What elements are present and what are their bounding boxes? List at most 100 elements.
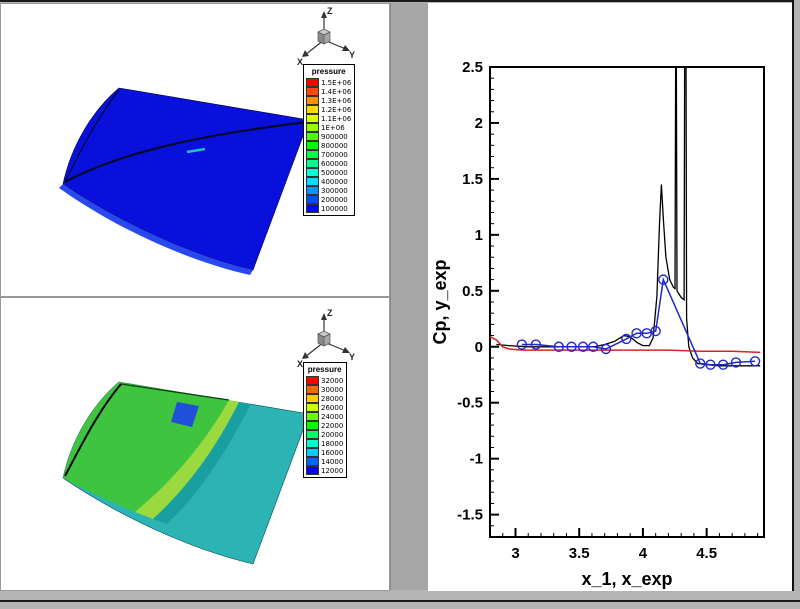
legend-swatch bbox=[306, 87, 319, 96]
legend-value: 1.1E+06 bbox=[321, 114, 352, 123]
legend-value: 1.3E+06 bbox=[321, 96, 352, 105]
axis-triad: Z Y X bbox=[297, 6, 355, 67]
y-tick-label: 2.5 bbox=[462, 59, 483, 76]
series-cp-reference bbox=[490, 336, 761, 354]
blue-patch bbox=[171, 402, 199, 427]
legend-swatch bbox=[306, 96, 319, 105]
legend-swatch bbox=[306, 105, 319, 114]
legend-value: 600000 bbox=[321, 159, 348, 168]
x-axis-title: x_1, x_exp bbox=[581, 569, 672, 589]
window-right-frame bbox=[792, 0, 800, 609]
light-green-stripe bbox=[135, 400, 239, 519]
experiment-marker bbox=[705, 359, 716, 370]
y-tick-label: 1.5 bbox=[462, 171, 483, 188]
legend-swatch bbox=[306, 132, 319, 141]
x-tick-label: 3.5 bbox=[569, 545, 590, 562]
legend-entry: 300000 bbox=[306, 186, 351, 195]
experiment-marker bbox=[530, 339, 542, 350]
legend-value: 30000 bbox=[321, 385, 344, 394]
x-axis-arrow-icon bbox=[302, 352, 309, 359]
contour-speck bbox=[186, 147, 206, 154]
x-axis-arrow-icon bbox=[302, 50, 309, 57]
axis-triad: Z Y X bbox=[297, 308, 355, 369]
legend-entry: 100000 bbox=[306, 204, 351, 213]
experiment-marker bbox=[588, 341, 599, 352]
y-axis-arrow-icon bbox=[342, 45, 350, 51]
y-tick-label: 0 bbox=[475, 339, 483, 356]
experiment-marker bbox=[695, 358, 706, 369]
y-tick-label: 2 bbox=[475, 115, 483, 132]
legend-entry: 900000 bbox=[306, 132, 351, 141]
x-tick-label: 4.5 bbox=[696, 545, 717, 562]
contour-panel-bottom: Z Y X pressure 32000 30000 28000 26000 24000 2… bbox=[0, 297, 390, 591]
legend-entry: 12000 bbox=[306, 466, 343, 475]
experiment-marker bbox=[566, 341, 577, 352]
plate-front-edge bbox=[59, 184, 253, 275]
window-top-border bbox=[0, 0, 800, 2]
pressure-legend: pressure 1.5E+06 1.4E+06 1.3E+06 1.2E+06 1.1E… bbox=[303, 64, 356, 216]
legend-value: 1.4E+06 bbox=[321, 87, 352, 96]
experiment-marker bbox=[718, 359, 729, 370]
experiment-marker bbox=[730, 357, 742, 368]
experiment-marker bbox=[516, 339, 528, 350]
legend-entry: 32000 bbox=[306, 376, 343, 385]
legend-swatch bbox=[306, 385, 319, 394]
legend-swatch bbox=[306, 195, 319, 204]
legend-swatch bbox=[306, 421, 319, 430]
legend-value: 18000 bbox=[321, 439, 344, 448]
y-tick-label: 1 bbox=[475, 227, 483, 244]
z-axis-label: Z bbox=[327, 6, 333, 16]
legend-value: 1E+06 bbox=[321, 123, 345, 132]
y-axis-arrow-icon bbox=[342, 347, 350, 353]
pressure-legend: pressure 32000 30000 28000 26000 24000 22000 20… bbox=[303, 362, 348, 478]
legend-title: pressure bbox=[311, 67, 346, 76]
x-axis-label: X bbox=[297, 57, 303, 67]
legend-swatch bbox=[306, 78, 319, 87]
legend-entry: 30000 bbox=[306, 385, 343, 394]
y-tick-label: -1.5 bbox=[457, 507, 483, 524]
x-tick-label: 3 bbox=[511, 545, 519, 562]
leading-edge-line bbox=[64, 383, 122, 477]
legend-title: pressure bbox=[307, 365, 342, 374]
y-tick-label: -1 bbox=[470, 451, 483, 468]
dark-teal-stripe bbox=[153, 402, 251, 524]
cp-plot-panel: 3 3.5 4 4.5 -1.5 -1 -0.5 0 0.5 1 1.5 2 2.5 x_1, x_exp… bbox=[428, 3, 792, 591]
legend-value: 20000 bbox=[321, 430, 344, 439]
legend-entry: 20000 bbox=[306, 430, 343, 439]
legend-swatch bbox=[306, 439, 319, 448]
legend-entry: 1E+06 bbox=[306, 123, 351, 132]
legend-swatch bbox=[306, 394, 319, 403]
legend-value: 1.2E+06 bbox=[321, 105, 352, 114]
legend-swatch bbox=[306, 403, 319, 412]
plot-frame bbox=[489, 66, 765, 538]
legend-swatch bbox=[306, 204, 319, 213]
cp-chart: 3 3.5 4 4.5 -1.5 -1 -0.5 0 0.5 1 1.5 2 2.5 x_1, x_exp… bbox=[430, 59, 765, 589]
shock-ridge-line bbox=[64, 120, 308, 183]
series-cp-numerical bbox=[496, 67, 761, 367]
z-axis-arrow-icon bbox=[321, 313, 327, 320]
legend-value: 700000 bbox=[321, 150, 348, 159]
panel-splitter[interactable] bbox=[390, 3, 430, 590]
legend-entry: 1.1E+06 bbox=[306, 114, 351, 123]
legend-entry: 800000 bbox=[306, 141, 351, 150]
legend-value: 22000 bbox=[321, 421, 344, 430]
legend-value: 300000 bbox=[321, 186, 348, 195]
y-axis-label: Y bbox=[349, 352, 355, 362]
legend-value: 200000 bbox=[321, 195, 348, 204]
legend-entry: 200000 bbox=[306, 195, 351, 204]
legend-swatch bbox=[306, 114, 319, 123]
legend-entry: 26000 bbox=[306, 403, 343, 412]
legend-value: 32000 bbox=[321, 376, 344, 385]
legend-entry: 1.2E+06 bbox=[306, 105, 351, 114]
legend-entry: 1.3E+06 bbox=[306, 96, 351, 105]
contour-panel-top: Z Y X pressure 1.5E+06 1.4E+06 1.3E+06 1.2E+… bbox=[0, 3, 390, 297]
legend-value: 26000 bbox=[321, 403, 344, 412]
legend-swatch bbox=[306, 141, 319, 150]
x-tick-label: 4 bbox=[639, 545, 648, 562]
legend-value: 100000 bbox=[321, 204, 348, 213]
y-tick-label: -0.5 bbox=[457, 395, 483, 412]
legend-entry: 500000 bbox=[306, 168, 351, 177]
legend-entry: 1.5E+06 bbox=[306, 78, 351, 87]
y-tick-label: 0.5 bbox=[462, 283, 483, 300]
